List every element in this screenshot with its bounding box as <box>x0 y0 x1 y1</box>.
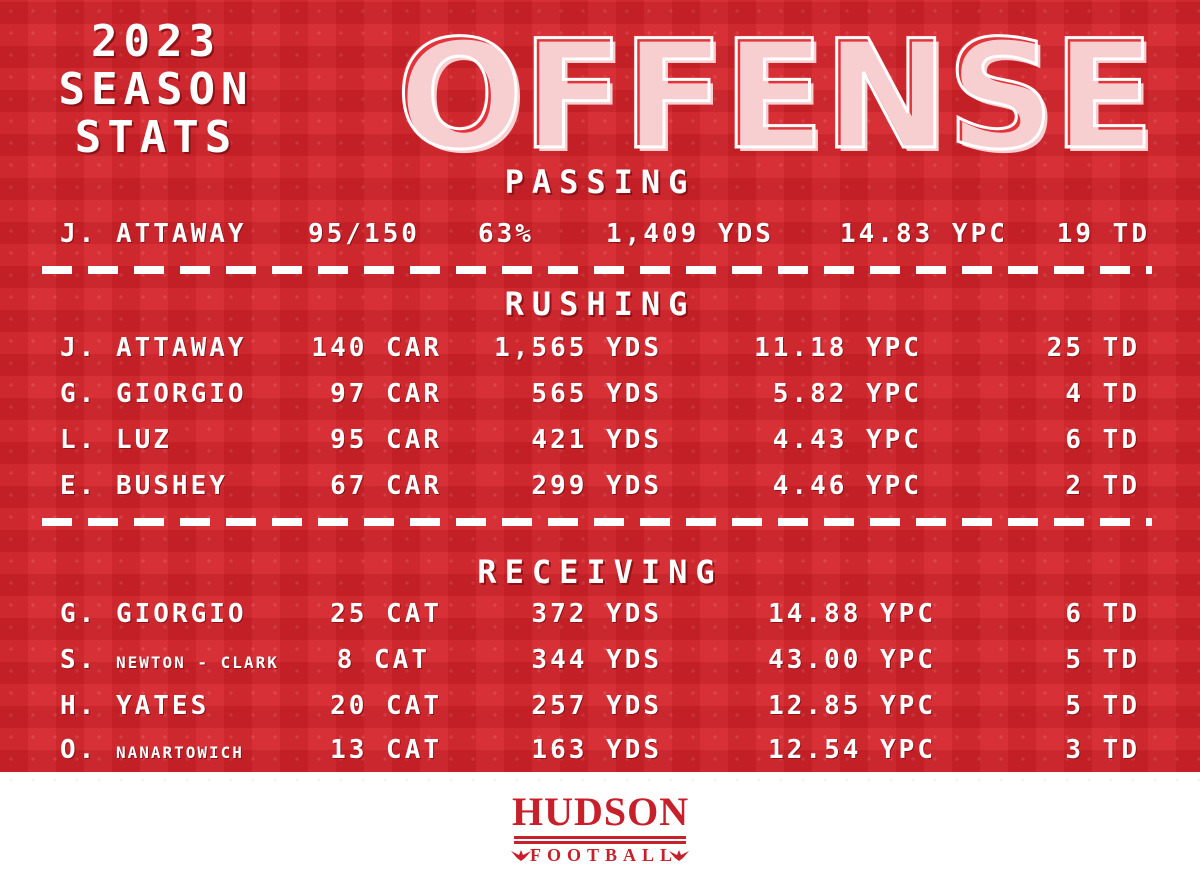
player-initial: O. <box>60 735 98 765</box>
carries: 67 CAR <box>330 471 442 501</box>
player-name: J. ATTAWAY <box>60 333 247 363</box>
stats-word: STATS <box>74 112 238 163</box>
receiving-td: 3 TD <box>1065 735 1140 765</box>
receiving-yards: 344 YDS <box>531 645 662 675</box>
completion-pct: 63% <box>478 219 534 249</box>
rushing-row: L. LUZ 95 CAR 421 YDS 4.43 YPC 6 TD <box>0 420 1200 460</box>
player-name: O. NANARTOWICH <box>60 730 244 772</box>
catches: 25 CAT <box>330 599 442 629</box>
logo-subtitle: FOOTBALL <box>530 845 679 865</box>
player-surname: GIORGIO <box>115 599 247 629</box>
player-name: H. YATES <box>60 686 209 726</box>
rushing-yards: 1,565 YDS <box>494 333 662 363</box>
player-name: J. ATTAWAY <box>60 219 247 249</box>
logo-rule <box>514 836 686 839</box>
carries: 97 CAR <box>330 379 442 409</box>
receiving-heading: RECEIVING <box>477 553 723 591</box>
season-year: 2023 <box>91 16 221 67</box>
catches: 8 CAT <box>336 645 430 675</box>
rushing-ypc: 5.82 YPC <box>772 379 922 409</box>
catches: 13 CAT <box>330 735 442 765</box>
rushing-yards: 565 YDS <box>531 379 662 409</box>
player-initial: H. <box>60 691 98 721</box>
hawk-icon <box>669 850 689 861</box>
rushing-row: G. GIORGIO 97 CAR 565 YDS 5.82 YPC 4 TD <box>0 374 1200 414</box>
player-name: G. GIORGIO <box>60 379 247 409</box>
hudson-football-logo: HUDSON FOOTBALL <box>500 788 700 868</box>
passing-ypc: 14.83 YPC <box>840 219 1008 249</box>
rushing-ypc: 4.46 YPC <box>772 471 922 501</box>
dotted-border <box>0 778 1200 782</box>
rushing-row: E. BUSHEY 67 CAR 299 YDS 4.46 YPC 2 TD <box>0 466 1200 506</box>
receiving-ypc: 14.88 YPC <box>768 599 936 629</box>
offense-title: OFFENSE <box>395 9 1157 183</box>
rushing-td: 2 TD <box>1065 471 1140 501</box>
passing-heading: PASSING <box>504 163 696 201</box>
receiving-yards: 372 YDS <box>531 599 662 629</box>
receiving-td: 5 TD <box>1065 645 1140 675</box>
hawk-icon <box>511 850 531 861</box>
footer-strip <box>0 772 1200 872</box>
receiving-ypc: 12.54 YPC <box>768 735 936 765</box>
player-initial: S. <box>60 645 98 675</box>
rushing-ypc: 11.18 YPC <box>754 333 922 363</box>
rushing-td: 4 TD <box>1065 379 1140 409</box>
rushing-yards: 299 YDS <box>531 471 662 501</box>
receiving-row: H. YATES 20 CAT 257 YDS 12.85 YPC 5 TD <box>0 686 1200 726</box>
rushing-yards: 421 YDS <box>531 425 662 455</box>
player-surname: YATES <box>115 691 210 721</box>
season-word: SEASON <box>58 64 254 115</box>
receiving-td: 5 TD <box>1065 691 1140 721</box>
carries: 140 CAR <box>311 333 442 363</box>
rushing-heading: RUSHING <box>504 285 696 323</box>
section-divider <box>42 518 1152 526</box>
passing-row: J. ATTAWAY 95/150 63% 1,409 YDS 14.83 YP… <box>0 214 1200 254</box>
player-initial: G. <box>60 599 98 629</box>
stats-poster: 2023 SEASON STATS OFFENSE PASSING J. ATT… <box>0 0 1200 772</box>
player-surname: NEWTON - CLARK <box>115 653 279 672</box>
player-name: G. GIORGIO <box>60 594 247 634</box>
rushing-row: J. ATTAWAY 140 CAR 1,565 YDS 11.18 YPC 2… <box>0 328 1200 368</box>
completions-attempts: 95/150 <box>308 219 420 249</box>
rushing-td: 25 TD <box>1046 333 1140 363</box>
receiving-row: G. GIORGIO 25 CAT 372 YDS 14.88 YPC 6 TD <box>0 594 1200 634</box>
player-name: E. BUSHEY <box>60 471 228 501</box>
catches: 20 CAT <box>330 691 442 721</box>
section-divider <box>42 266 1152 274</box>
receiving-yards: 257 YDS <box>531 691 662 721</box>
receiving-yards: 163 YDS <box>531 735 662 765</box>
player-name: L. LUZ <box>60 425 172 455</box>
player-surname: NANARTOWICH <box>115 743 244 762</box>
passing-yards: 1,409 YDS <box>606 219 774 249</box>
receiving-ypc: 43.00 YPC <box>768 645 936 675</box>
receiving-ypc: 12.85 YPC <box>768 691 936 721</box>
receiving-row: O. NANARTOWICH 13 CAT 163 YDS 12.54 YPC … <box>0 730 1200 770</box>
carries: 95 CAR <box>330 425 442 455</box>
receiving-td: 6 TD <box>1065 599 1140 629</box>
logo-wordmark: HUDSON <box>512 789 690 834</box>
rushing-td: 6 TD <box>1065 425 1140 455</box>
player-name: S. NEWTON - CLARK <box>60 640 279 683</box>
logo-rule <box>514 841 686 844</box>
season-stats-title: 2023 SEASON STATS <box>20 18 292 162</box>
passing-td: 19 TD <box>1056 219 1150 249</box>
rushing-ypc: 4.43 YPC <box>772 425 922 455</box>
receiving-row: S. NEWTON - CLARK 8 CAT 344 YDS 43.00 YP… <box>0 640 1200 680</box>
